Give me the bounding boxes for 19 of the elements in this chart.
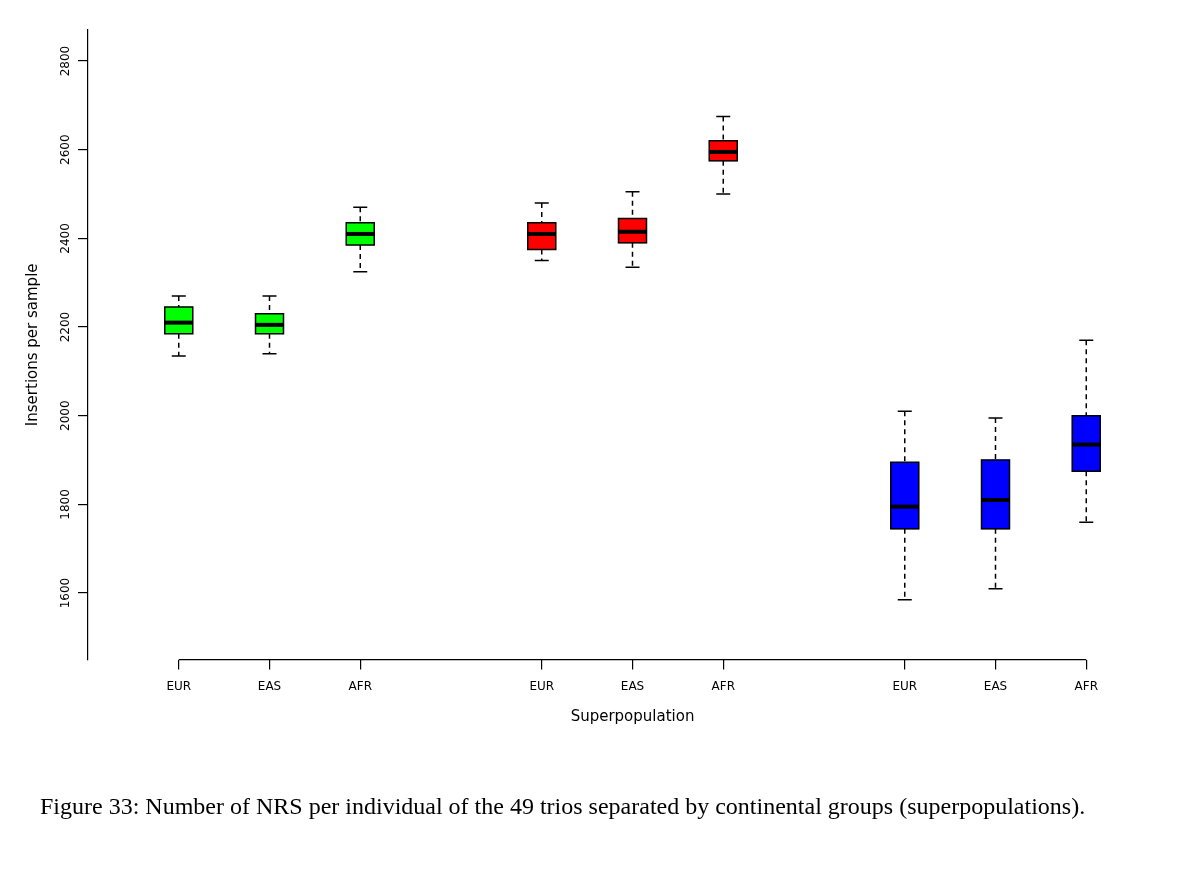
y-tick-label: 2200 xyxy=(58,311,73,343)
y-tick-label: 2800 xyxy=(58,45,73,77)
x-tick-label: AFR xyxy=(1074,678,1098,693)
caption: Figure 33: Number of NRS per individual of the 49 trios separated by continental groups (superpopulations). xyxy=(40,792,1087,821)
x-tick-label: EUR xyxy=(166,678,192,693)
x-axis-title: Superpopulation xyxy=(570,706,695,725)
y-tick-label: 2600 xyxy=(58,134,73,165)
x-tick-label: EAS xyxy=(620,678,645,693)
y-axis-title: Insertions per sample xyxy=(22,263,41,427)
x-tick-label: EUR xyxy=(529,678,555,693)
x-tick-label: AFR xyxy=(348,678,372,693)
x-tick-label: EUR xyxy=(892,678,918,693)
y-tick-label: 1600 xyxy=(58,577,73,609)
x-tick-label: EAS xyxy=(983,678,1008,693)
y-tick-label: 2400 xyxy=(58,223,73,254)
y-tick-label: 2000 xyxy=(58,400,73,432)
x-tick-label: EAS xyxy=(257,678,282,693)
y-tick-label: 1800 xyxy=(58,489,73,520)
x-tick-label: AFR xyxy=(711,678,735,693)
